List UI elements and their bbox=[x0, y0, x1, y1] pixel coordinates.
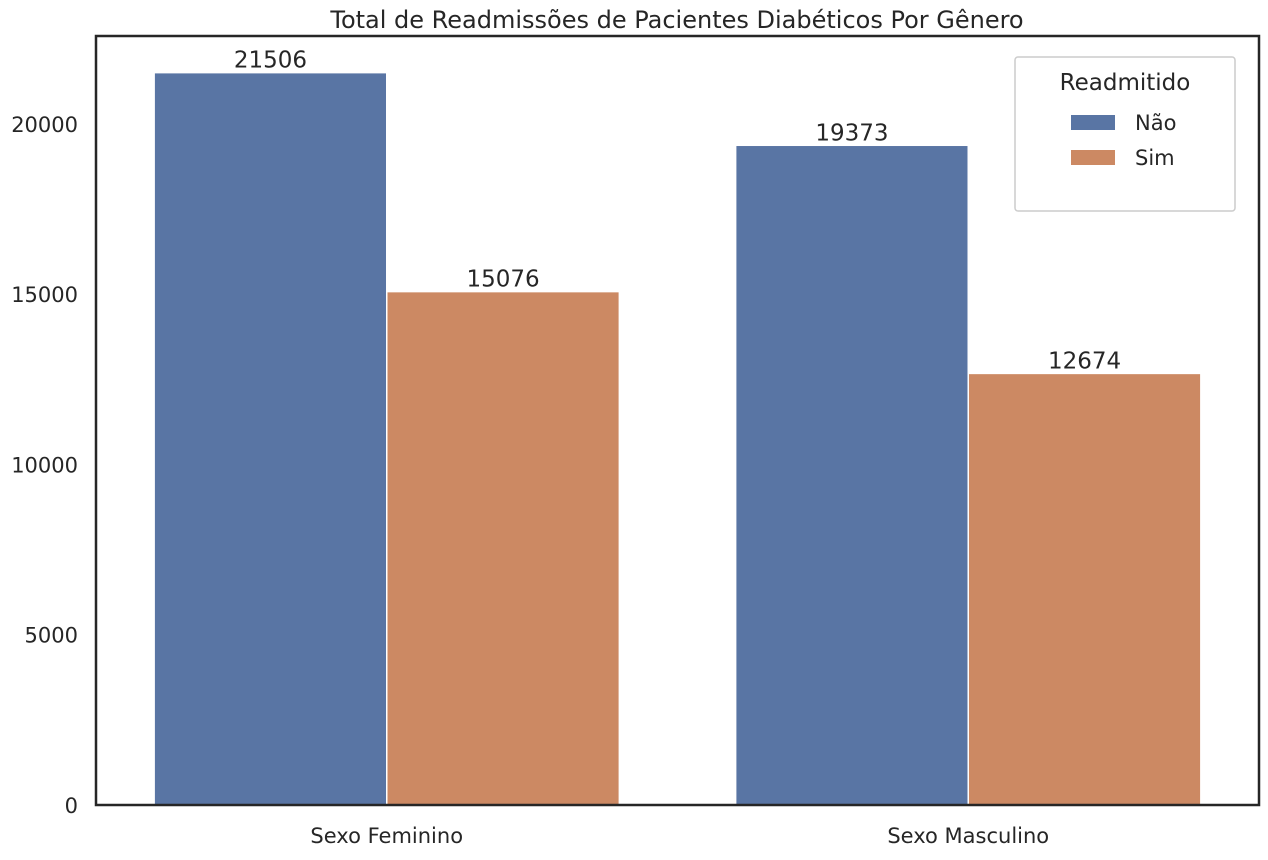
bar-value-label: 21506 bbox=[234, 48, 307, 74]
legend-swatch bbox=[1071, 150, 1115, 165]
y-axis: 0 5000 10000 15000 20000 bbox=[11, 113, 78, 818]
y-tick-label: 5000 bbox=[25, 624, 78, 648]
y-tick-label: 15000 bbox=[11, 283, 78, 307]
legend-items: Não Sim bbox=[1071, 111, 1176, 170]
legend-label: Não bbox=[1135, 111, 1176, 135]
bar-2-2 bbox=[967, 372, 1202, 806]
x-axis: Sexo Feminino Sexo Masculino bbox=[310, 824, 1049, 848]
legend-title: Readmitido bbox=[1060, 70, 1191, 96]
legend-swatch bbox=[1071, 115, 1115, 130]
bar-value-label: 15076 bbox=[466, 267, 539, 293]
y-tick-label: 0 bbox=[65, 794, 78, 818]
chart-title: Total de Readmissões de Pacientes Diabét… bbox=[329, 6, 1023, 34]
legend-label: Sim bbox=[1135, 146, 1175, 170]
x-tick-label: Sexo Masculino bbox=[887, 824, 1049, 848]
bar-labels-group: 21506 15076 19373 12674 bbox=[234, 48, 1121, 375]
bar-1-2 bbox=[386, 290, 621, 806]
bar-value-label: 12674 bbox=[1048, 348, 1121, 374]
y-tick-label: 20000 bbox=[11, 113, 78, 137]
legend-box bbox=[1014, 56, 1236, 212]
bar-1-1 bbox=[153, 71, 388, 806]
y-tick-label: 10000 bbox=[11, 453, 78, 477]
plot-frame bbox=[94, 34, 1261, 807]
bar-value-label: 19373 bbox=[815, 120, 888, 146]
bars-group bbox=[153, 71, 1202, 806]
x-tick-label: Sexo Feminino bbox=[310, 824, 463, 848]
legend: Readmitido Não Sim bbox=[1014, 56, 1236, 212]
bar-2-1 bbox=[734, 144, 970, 806]
